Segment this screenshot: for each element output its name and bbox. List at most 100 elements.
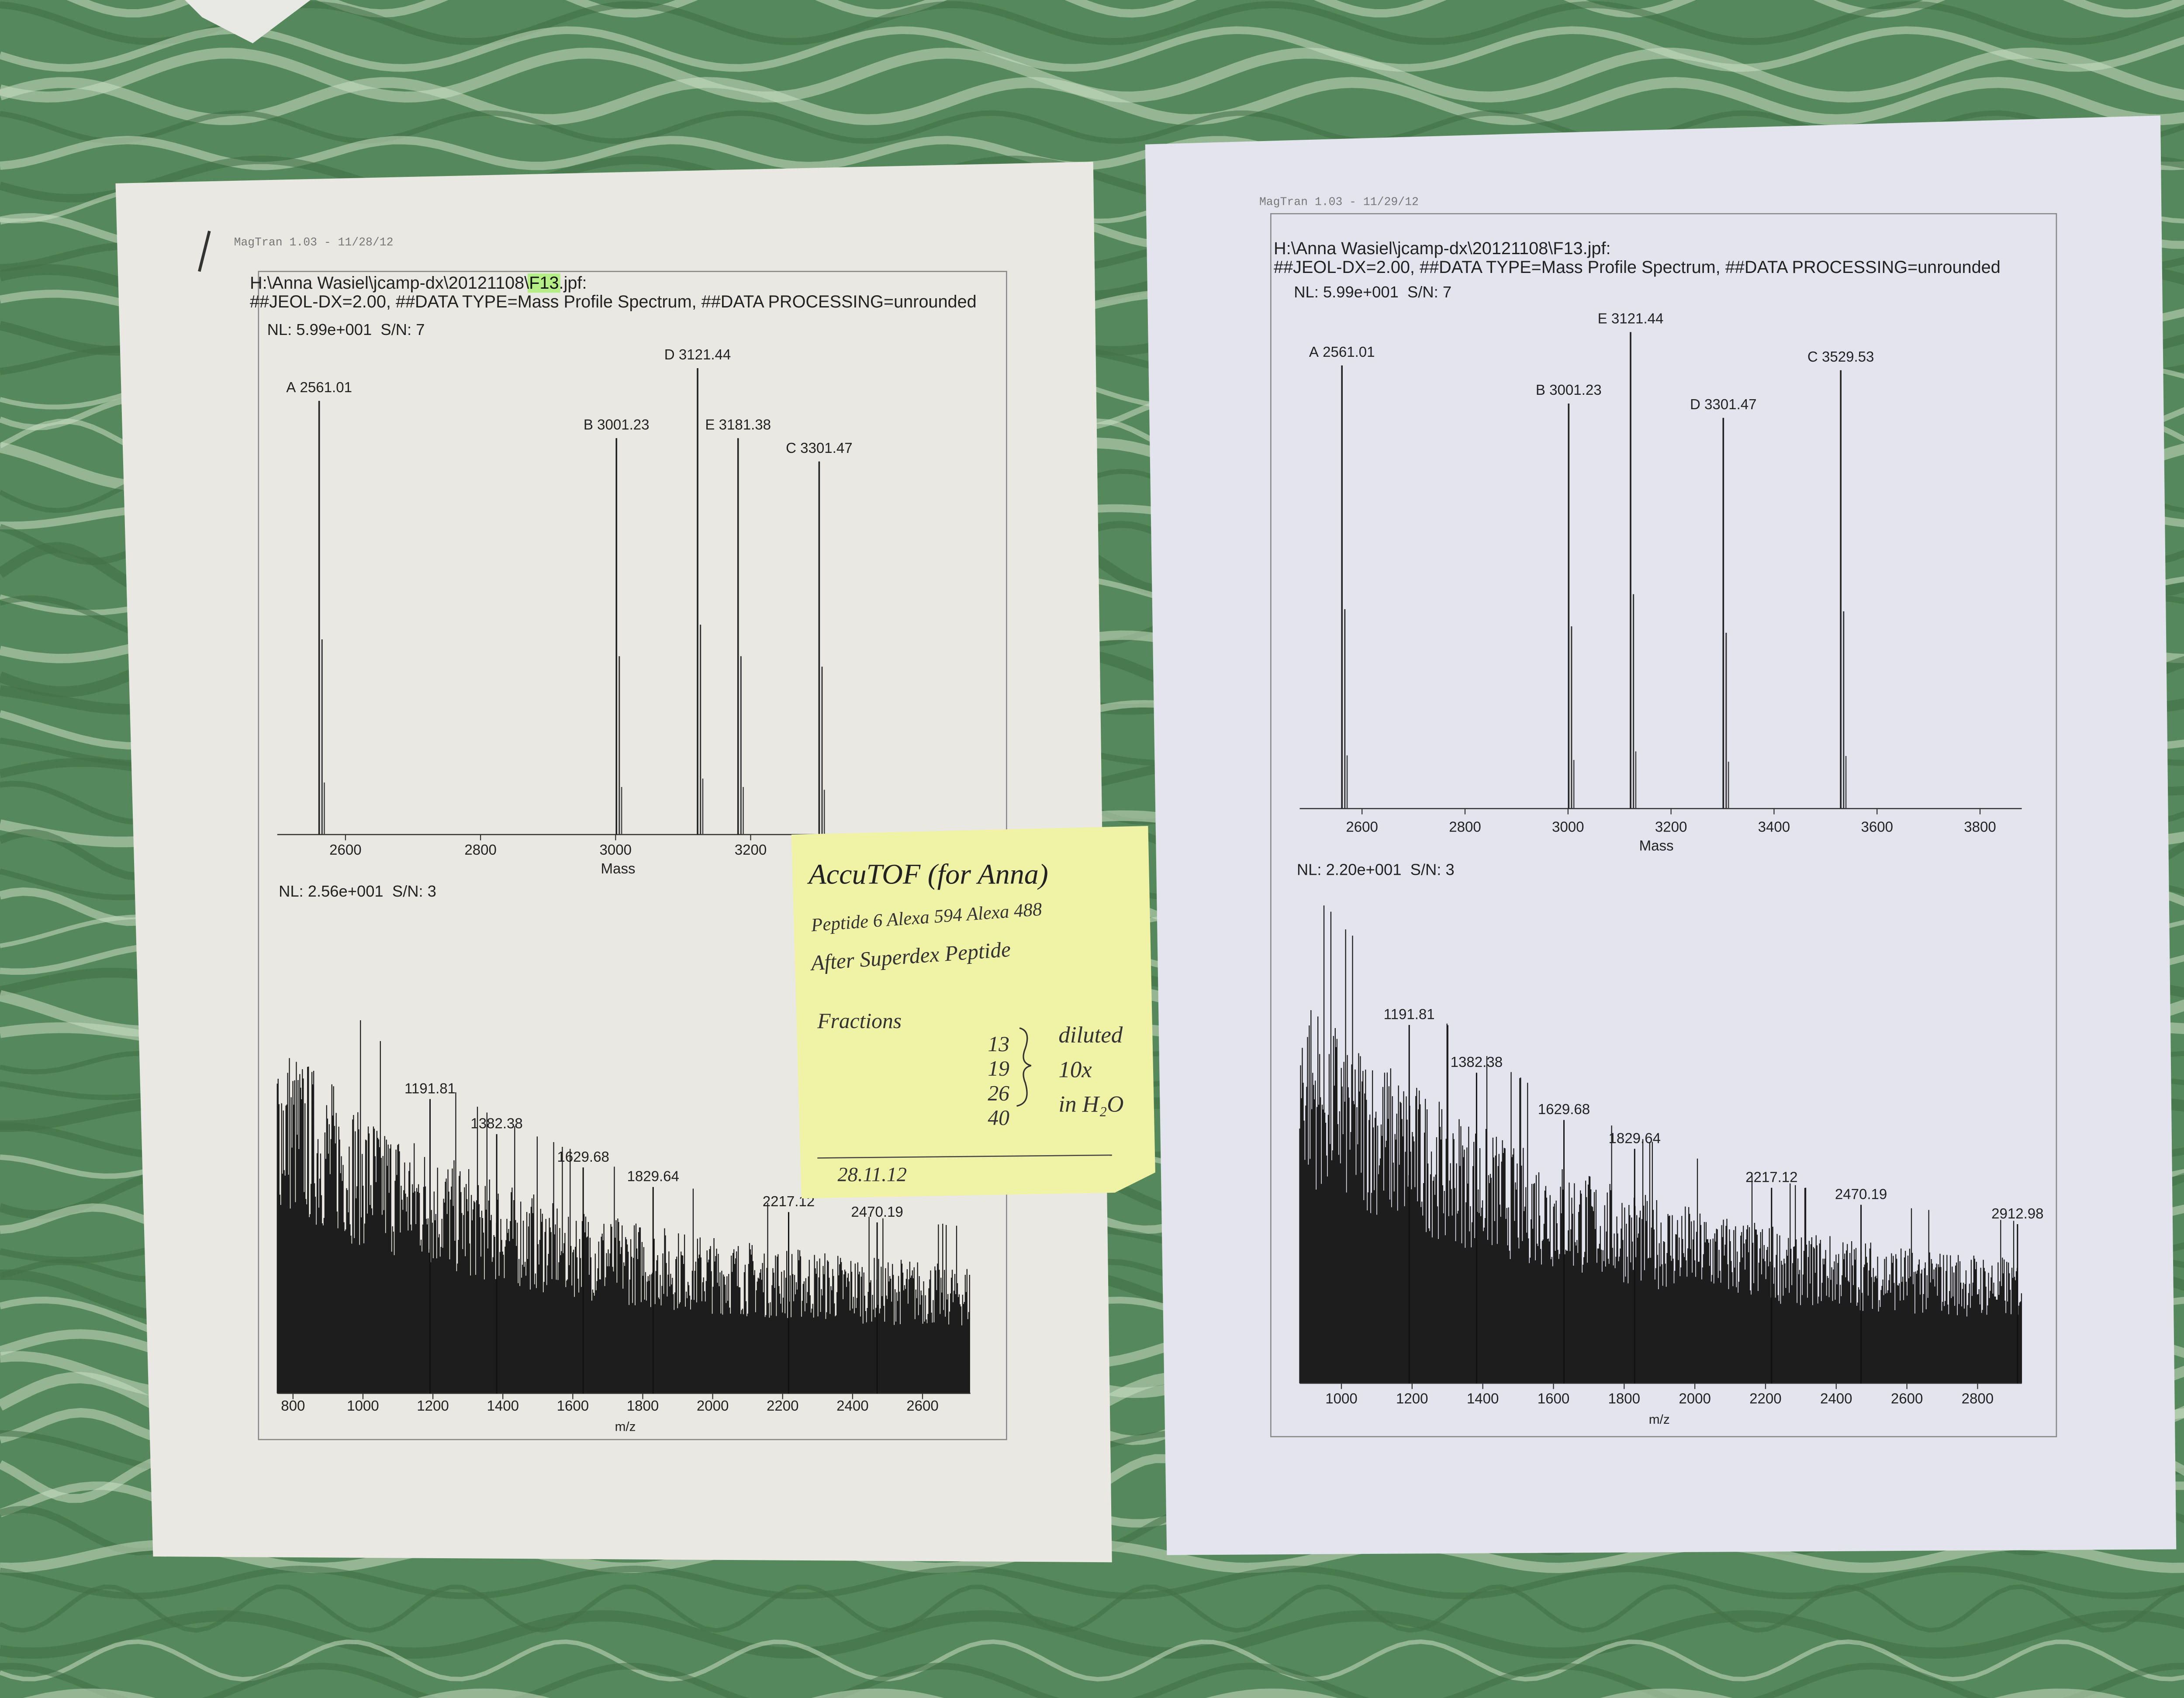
weave-stripe <box>0 1540 2184 1573</box>
peak-label: 2470.19 <box>1835 1186 1887 1202</box>
peak-letter: A <box>286 380 296 396</box>
peak-label: E 3181.38 <box>705 417 771 433</box>
x-tick-label: 1000 <box>1325 1391 1358 1407</box>
weave-stripe <box>0 1584 2184 1633</box>
peak-label: A 2561.01 <box>1309 344 1375 360</box>
x-tick-label: 2000 <box>1679 1391 1711 1407</box>
x-tick-label: 3200 <box>735 842 767 858</box>
note-remark: in H₂O <box>1058 1092 1123 1117</box>
weave-stripe <box>0 26 2184 72</box>
file-path-part: H:\Anna Wasiel\jcamp-dx\20121108\ <box>250 273 529 293</box>
normalization-label: NL: 5.99e+001 S/N: 7 <box>267 321 425 338</box>
sticky-paper <box>791 826 1155 1199</box>
fraction-number: 19 <box>988 1056 1009 1080</box>
peak-letter: D <box>664 347 675 363</box>
peak-mass: 3301.47 <box>1704 397 1756 413</box>
peak-letter: C <box>1807 349 1818 365</box>
x-tick-label: 3000 <box>1552 819 1584 835</box>
fraction-number: 13 <box>988 1032 1009 1056</box>
x-axis-label: m/z <box>615 1419 636 1434</box>
peak-mass: 2561.01 <box>300 380 352 396</box>
x-tick-label: 1200 <box>417 1398 449 1414</box>
note-remark: diluted <box>1058 1022 1123 1048</box>
file-path-highlight: F13 <box>529 273 559 293</box>
sticky-note: AccuTOF (for Anna) Peptide 6 Alexa 594 A… <box>791 826 1155 1199</box>
peak-label: 1382.38 <box>470 1116 522 1132</box>
normalization-label: NL: 5.99e+001 S/N: 7 <box>1294 283 1451 301</box>
peak-label: D 3301.47 <box>1690 397 1757 413</box>
left-sheet <box>115 162 1112 1563</box>
x-tick-label: 1200 <box>1396 1391 1428 1407</box>
peak-label: 2217.12 <box>1745 1170 1797 1186</box>
peak-letter: E <box>705 417 715 433</box>
peak-label: 2470.19 <box>851 1204 903 1220</box>
peak-label: B 3001.23 <box>584 417 650 433</box>
peak-letter: B <box>584 417 593 433</box>
peak-label: 1629.68 <box>557 1149 609 1165</box>
peak-label: 1191.81 <box>404 1080 456 1097</box>
x-tick-label: 2600 <box>329 842 362 858</box>
x-axis-label: Mass <box>1639 838 1674 854</box>
file-meta: ##JEOL-DX=2.00, ##DATA TYPE=Mass Profile… <box>1274 258 2001 277</box>
normalization-label: NL: 2.56e+001 S/N: 3 <box>279 882 436 900</box>
x-tick-label: 1600 <box>557 1398 589 1414</box>
weave-stripe <box>0 1565 2184 1600</box>
file-path: H:\Anna Wasiel\jcamp-dx\20121108\F13.jpf… <box>250 273 587 293</box>
underline <box>817 1154 1112 1159</box>
weave-stripe <box>0 1 2184 45</box>
peak-label: 1829.64 <box>627 1169 679 1185</box>
x-tick-label: 3800 <box>1964 819 1996 835</box>
x-tick-label: 3200 <box>1655 819 1687 835</box>
marker-highlight <box>527 273 560 293</box>
x-tick-label: 2400 <box>836 1398 869 1414</box>
peak-label: 1829.64 <box>1609 1130 1661 1146</box>
normalization-label: NL: 2.20e+001 S/N: 3 <box>1297 861 1455 879</box>
peak-mass: 3001.23 <box>1549 382 1601 398</box>
x-tick-label: 2400 <box>1820 1391 1852 1407</box>
peak-mass: 3181.38 <box>719 417 771 433</box>
x-tick-label: 2200 <box>1749 1391 1782 1407</box>
peak-label: C 3529.53 <box>1807 349 1874 365</box>
x-tick-label: 1400 <box>487 1398 519 1414</box>
x-tick-label: 1000 <box>347 1398 379 1414</box>
x-tick-label: 2200 <box>767 1398 799 1414</box>
peak-label: C 3301.47 <box>786 440 853 456</box>
x-axis-label: Mass <box>601 861 636 877</box>
note-remark: 10x <box>1058 1057 1092 1082</box>
peak-letter: E <box>1598 311 1607 327</box>
x-tick-label: 1800 <box>1608 1391 1641 1407</box>
peak-label: 1382.38 <box>1451 1054 1503 1070</box>
fraction-number: 40 <box>988 1105 1009 1129</box>
x-tick-label: 2800 <box>1962 1391 1994 1407</box>
weave-stripe <box>0 48 2184 103</box>
x-tick-label: 800 <box>281 1398 305 1414</box>
peak-mass: 3121.44 <box>679 347 731 363</box>
brace <box>1016 1027 1032 1107</box>
x-tick-label: 2800 <box>1449 819 1481 835</box>
note-line: Fractions <box>817 1009 902 1033</box>
file-path: H:\Anna Wasiel\jcamp-dx\20121108\F13.jpf… <box>1274 239 1611 258</box>
peak-label: D 3121.44 <box>664 347 731 363</box>
peak-label: E 3121.44 <box>1598 311 1664 327</box>
weave-stripe <box>0 1663 2184 1698</box>
paper-scrap <box>185 0 311 44</box>
x-tick-label: 3600 <box>1861 819 1893 835</box>
x-tick-label: 2600 <box>906 1398 939 1414</box>
peak-mass: 3001.23 <box>597 417 649 433</box>
weave-stripe <box>0 1610 2184 1659</box>
peak-letter: D <box>1690 397 1700 413</box>
peak-label: B 3001.23 <box>1536 382 1602 398</box>
peak-label: 1629.68 <box>1538 1101 1590 1118</box>
print-header: MagTran 1.03 - 11/29/12 <box>1259 195 1419 208</box>
peak-label: A 2561.01 <box>286 380 352 396</box>
peak-letter: B <box>1536 382 1545 398</box>
x-tick-label: 2600 <box>1891 1391 1923 1407</box>
x-tick-label: 1400 <box>1467 1391 1499 1407</box>
weave-stripe <box>0 77 2184 125</box>
pen-mark <box>198 231 211 272</box>
x-axis-label: m/z <box>1649 1412 1670 1427</box>
plot-frame <box>1270 213 2057 1437</box>
note-title: AccuTOF (for Anna) <box>807 858 1048 890</box>
